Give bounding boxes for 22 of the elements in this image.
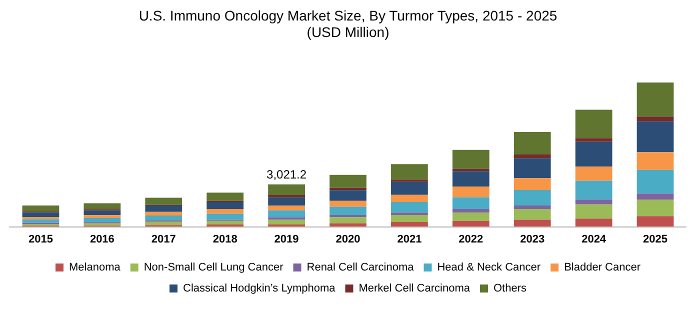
- chart-subtitle: (USD Million): [306, 24, 390, 40]
- x-tick-label: 2019: [274, 233, 299, 246]
- x-tick-label: 2017: [151, 233, 176, 246]
- annotation: 3,021.2: [266, 168, 307, 182]
- x-tick-label: 2015: [28, 233, 53, 246]
- x-tick-label: 2018: [212, 233, 238, 246]
- legend-label: Others: [493, 282, 527, 295]
- x-tick-label: 2023: [520, 233, 545, 246]
- x-tick-label: 2021: [397, 233, 422, 246]
- legend-label: Non-Small Cell Lung Cancer: [144, 262, 284, 274]
- legend-label: Melanoma: [69, 262, 122, 274]
- chart-title: U.S. Immuno Oncology Market Size, By Turmor Types, 2015 - 2025: [138, 7, 558, 24]
- x-tick-label: 2024: [582, 233, 607, 246]
- x-tick-label: 2025: [643, 233, 668, 246]
- legend-label: Bladder Cancer: [564, 262, 641, 274]
- legend-label: Classical Hodgkin’s Lymphoma: [183, 282, 336, 295]
- legend-label: Merkel Cell Carcinoma: [358, 282, 471, 295]
- legend-label: Renal Cell Carcinoma: [306, 262, 415, 274]
- legend-label: Head & Neck Cancer: [437, 262, 541, 274]
- x-tick-label: 2020: [336, 233, 360, 246]
- x-tick-label: 2022: [458, 233, 484, 246]
- x-tick-label: 2016: [90, 233, 114, 246]
